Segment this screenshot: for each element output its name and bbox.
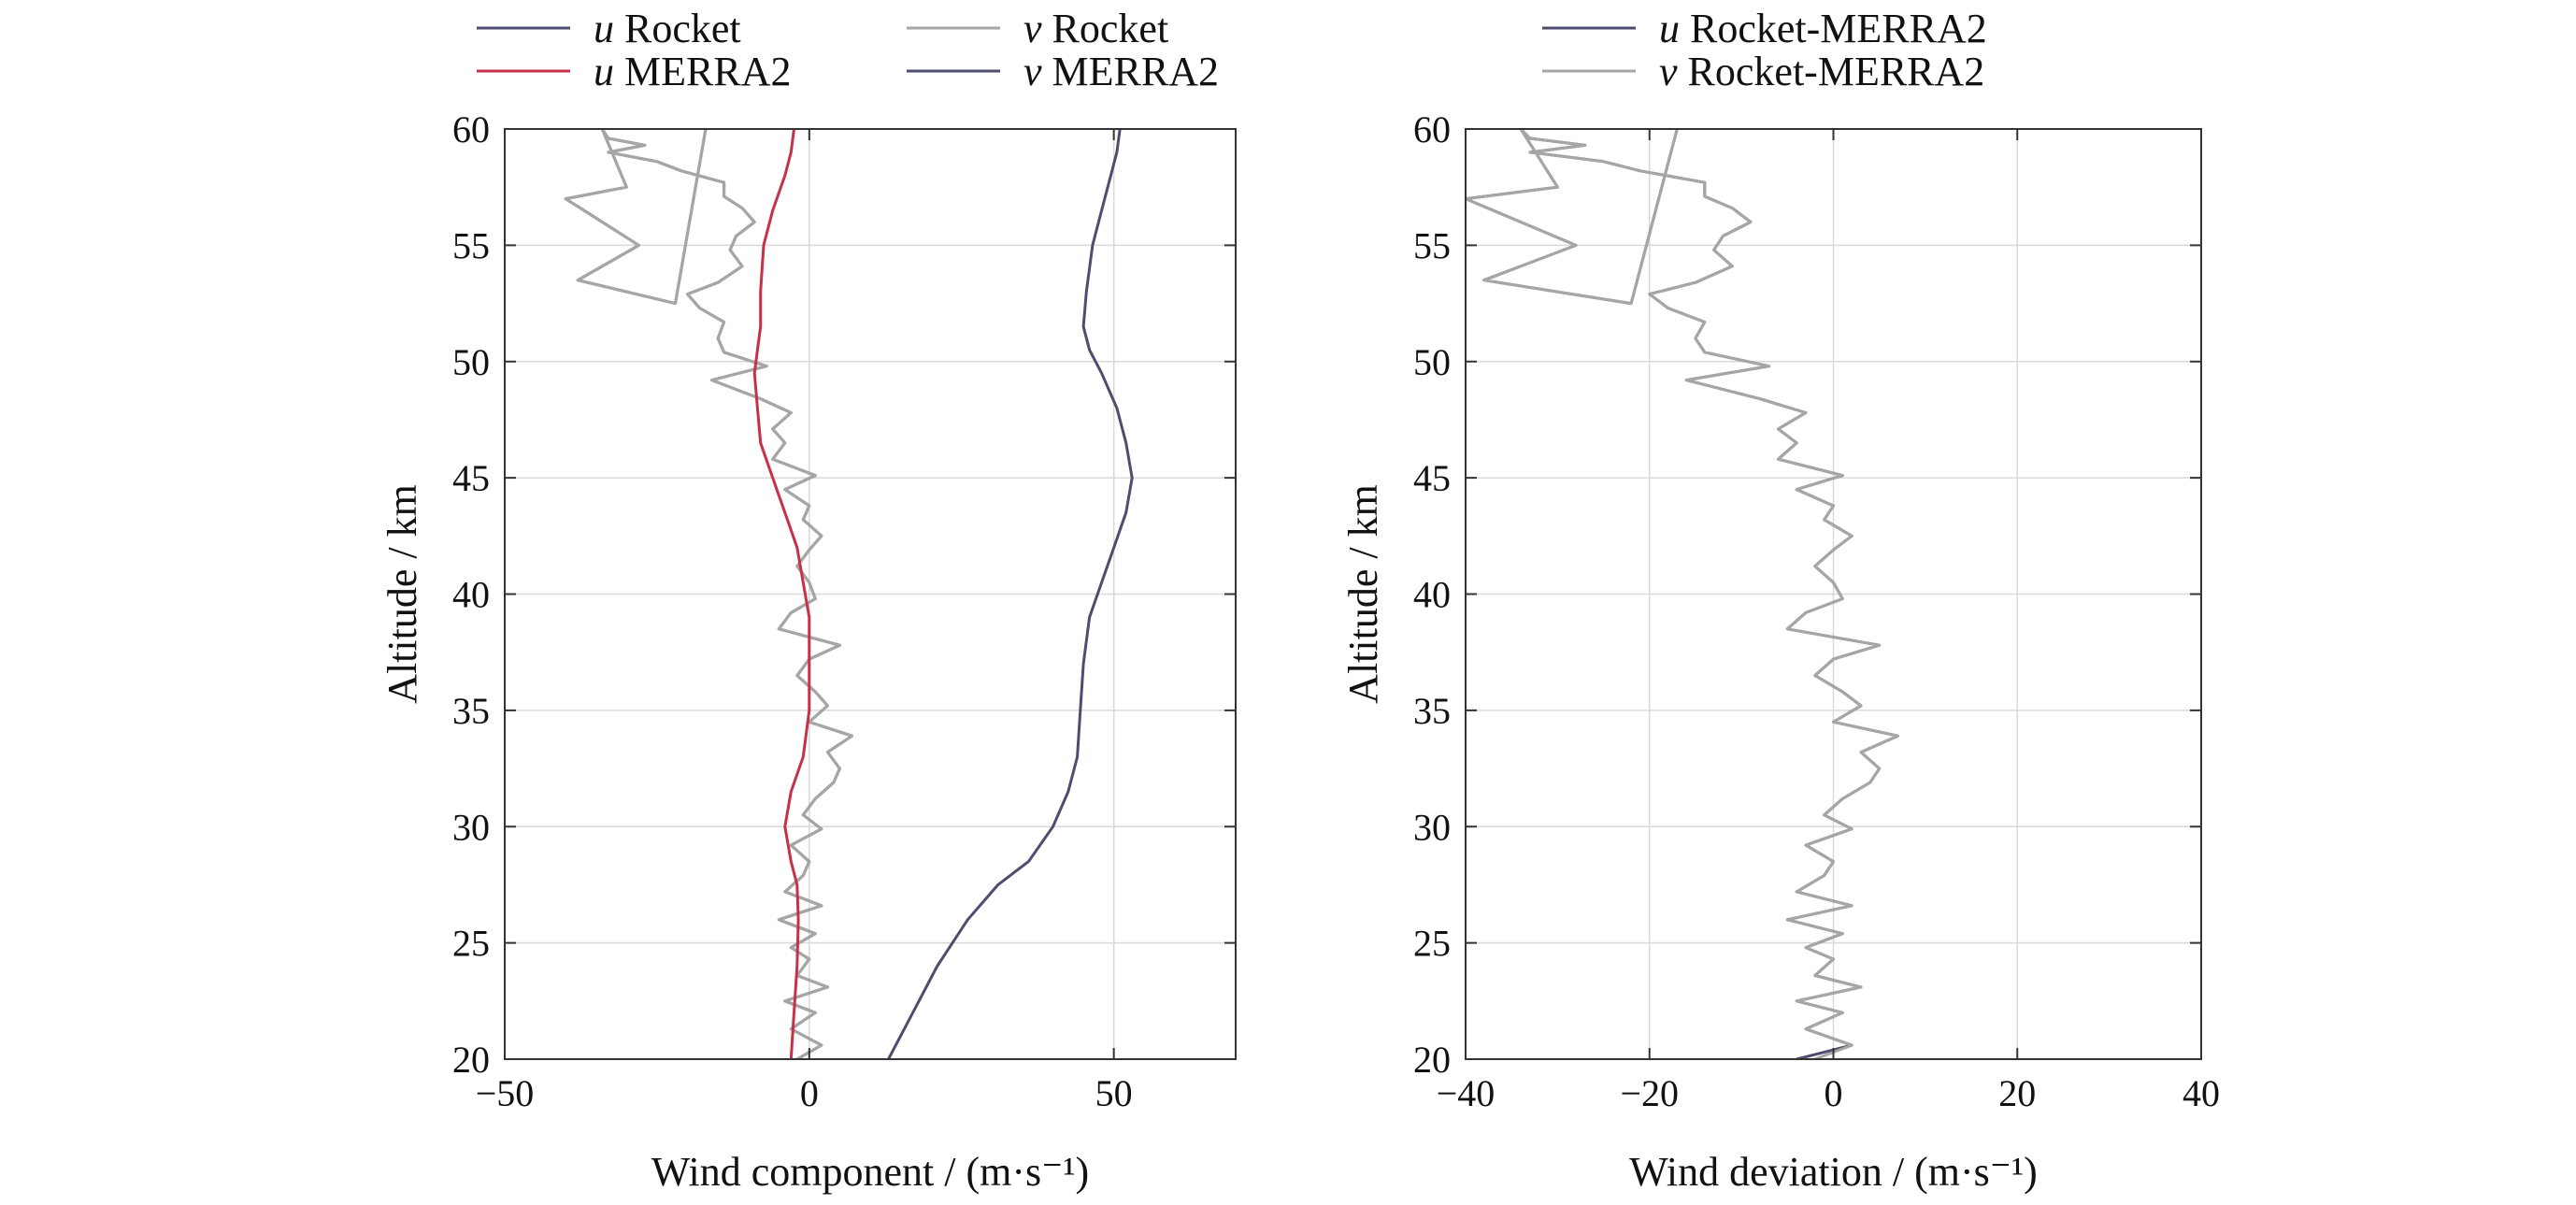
legend-item-2: v Rocket <box>907 6 1168 51</box>
y-tick-label-6: 50 <box>452 341 490 383</box>
y-axis-title: Altitude / km <box>1340 484 1386 704</box>
y-tick-label-3: 35 <box>1413 690 1451 732</box>
y-tick-label-7: 55 <box>452 224 490 266</box>
series-line-4 <box>887 129 1134 1059</box>
x-tick-label-4: 40 <box>2182 1072 2220 1114</box>
legend-item-3: u MERRA2 <box>477 49 791 94</box>
series-group <box>564 129 1134 1059</box>
legend-var-4: v <box>1023 49 1042 94</box>
y-tick-label-8: 60 <box>1413 108 1451 151</box>
y-tick-label-1: 25 <box>1413 923 1451 965</box>
legend-rest-3: MERRA2 <box>614 49 791 94</box>
legend-item-1: u Rocket <box>477 6 741 51</box>
legend-item-2: v Rocket-MERRA2 <box>1542 49 1984 94</box>
legend-var-2: v <box>1023 6 1042 51</box>
legend-label-2: v Rocket <box>1023 6 1168 51</box>
series-line-2 <box>1466 129 1899 1059</box>
legend-var-1: u <box>594 6 614 51</box>
legend-label-1: u Rocket <box>594 6 741 51</box>
y-tick-label-5: 45 <box>452 457 490 499</box>
legend-rest-2: Rocket-MERRA2 <box>1678 49 1985 94</box>
legend-rest-1: Rocket-MERRA2 <box>1680 6 1987 51</box>
x-axis-title: Wind deviation / (m·s⁻¹) <box>1629 1149 2038 1195</box>
series-group <box>1466 129 1899 1059</box>
y-tick-label-1: 25 <box>452 923 490 965</box>
legend-var-2: v <box>1659 49 1678 94</box>
legend-rest-1: Rocket <box>614 6 741 51</box>
x-axis-title: Wind component / (m·s⁻¹) <box>651 1149 1089 1195</box>
y-tick-label-7: 55 <box>1413 224 1451 266</box>
legend-item-4: v MERRA2 <box>907 49 1219 94</box>
legend-item-1: u Rocket-MERRA2 <box>1542 6 1987 51</box>
legend-label-4: v MERRA2 <box>1023 49 1219 94</box>
legend-rest-2: Rocket <box>1042 6 1169 51</box>
y-tick-label-5: 45 <box>1413 457 1451 499</box>
legend-label-2: v Rocket-MERRA2 <box>1659 49 1984 94</box>
series-line-2 <box>564 129 853 1059</box>
y-tick-label-3: 35 <box>452 690 490 732</box>
x-tick-label-0: −40 <box>1437 1072 1496 1114</box>
y-tick-label-0: 20 <box>1413 1039 1451 1081</box>
x-tick-label-2: 0 <box>1825 1072 1843 1114</box>
x-tick-label-0: −50 <box>476 1072 535 1114</box>
y-tick-label-0: 20 <box>452 1039 490 1081</box>
x-tick-label-2: 50 <box>1095 1072 1133 1114</box>
legend-label-1: u Rocket-MERRA2 <box>1659 6 1987 51</box>
legend-var-1: u <box>1659 6 1680 51</box>
x-tick-label-3: 20 <box>1998 1072 2036 1114</box>
y-axis-title: Altitude / km <box>379 484 425 704</box>
x-tick-label-1: 0 <box>800 1072 819 1114</box>
legend-var-3: u <box>594 49 614 94</box>
y-tick-label-2: 30 <box>1413 806 1451 848</box>
series-line-3 <box>752 129 811 1059</box>
x-tick-label-1: −20 <box>1620 1072 1679 1114</box>
legend-rest-4: MERRA2 <box>1042 49 1219 94</box>
chart-panel-2: 20 25 30 35 40 45 50 55 60 −40 −20 0 20 40 Wind deviat… <box>1340 6 2220 1195</box>
legend-label-3: u MERRA2 <box>594 49 791 94</box>
y-tick-label-6: 50 <box>1413 341 1451 383</box>
y-tick-label-8: 60 <box>452 108 490 151</box>
y-tick-label-4: 40 <box>452 574 490 616</box>
y-tick-label-2: 30 <box>452 806 490 848</box>
y-tick-label-4: 40 <box>1413 574 1451 616</box>
